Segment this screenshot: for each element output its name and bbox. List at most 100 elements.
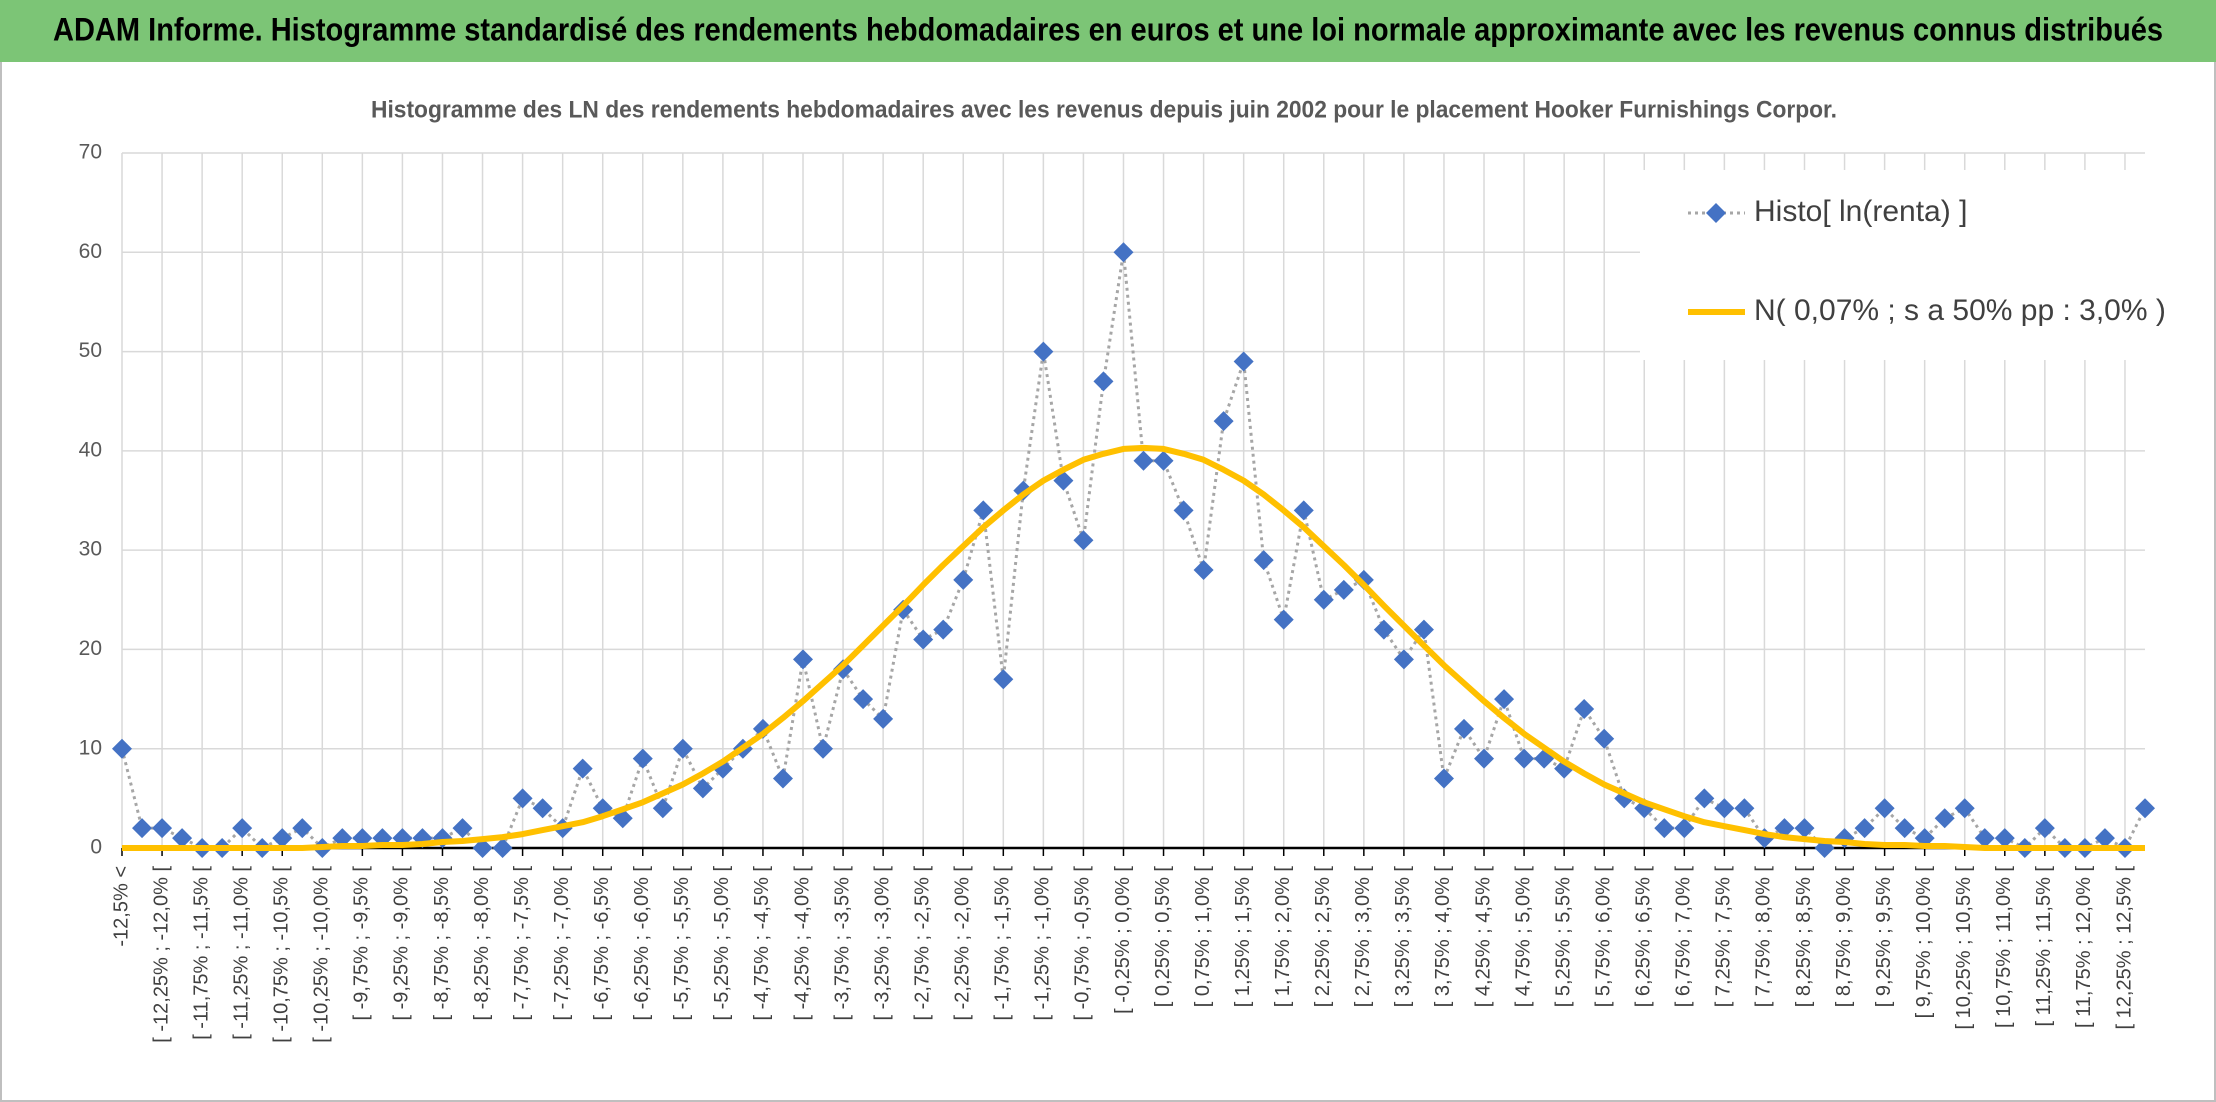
x-tick-label: [ 0,75% ; 1,0% [ [1192,866,1214,1008]
x-tick-label: [ 7,25% ; 7,5% [ [1713,866,1735,1008]
data-point [933,619,954,640]
data-point [1393,649,1414,670]
y-tick-label: 70 [79,141,102,164]
data-point [813,738,834,759]
data-point [1954,798,1975,819]
data-point [1313,589,1334,610]
x-tick-label: [ -7,75% ; -7,5% [ [511,866,533,1021]
legend-box [1640,170,2145,360]
y-tick-label: 0 [90,836,102,859]
data-point [1033,341,1054,362]
data-point [1674,818,1695,839]
data-point [272,828,293,849]
data-point [2094,828,2115,849]
data-point [172,828,193,849]
x-tick-label: [ -0,75% ; -0,5% [ [1072,866,1094,1021]
series-line [122,444,2145,851]
x-tick-label: [ 8,75% ; 9,0% [ [1833,866,1855,1008]
x-tick-label: [ -0,25% ; 0,0% [ [1112,866,1134,1014]
x-tick-label: [ -6,25% ; -6,0% [ [631,866,653,1021]
data-point [853,689,874,710]
data-point [1574,699,1595,719]
data-point [1093,371,1114,392]
data-point [492,838,513,858]
x-tick-label: [ -11,75% ; -11,5% [ [190,866,212,1040]
x-tick-label: [ -7,25% ; -7,0% [ [551,866,573,1021]
x-tick-label: [ -10,75% ; -10,5% [ [271,866,293,1043]
data-point [973,500,994,521]
data-point [512,788,533,809]
legend-label: N( 0,07% ; s a 50% pp : 3,0% ) [1754,294,2166,327]
data-point [993,669,1014,690]
x-tick-label: [ -6,75% ; -6,5% [ [591,866,613,1021]
x-tick-label: [ 4,25% ; 4,5% [ [1472,866,1494,1008]
data-point [1453,718,1474,739]
x-tick-label: [ -8,25% ; -8,0% [ [471,866,493,1021]
data-point [132,818,153,839]
data-point [1193,560,1214,580]
x-tick-label: [ 11,25% ; 11,5% [ [2033,866,2055,1027]
data-point [1233,351,1254,372]
x-tick-label: [ 5,75% ; 6,0% [ [1592,866,1614,1008]
legend-label: Histo[ ln(renta) ] [1754,195,1967,228]
x-tick-label: [ 3,75% ; 4,0% [ [1432,866,1454,1008]
x-tick-label: [ -5,75% ; -5,5% [ [671,866,693,1021]
data-point [292,818,313,839]
data-point [1213,411,1234,432]
data-point [1293,500,1314,521]
data-point [1854,818,1875,839]
y-tick-label: 10 [79,736,102,759]
y-tick-label: 50 [79,339,102,362]
x-tick-label: [ -8,75% ; -8,5% [ [431,866,453,1021]
x-tick-label: [ 2,25% ; 2,5% [ [1312,866,1334,1008]
data-point [672,738,693,759]
x-tick-label: [ 4,75% ; 5,0% [ [1512,866,1534,1008]
data-point [1874,798,1895,819]
data-point [632,748,653,769]
data-point [452,818,473,839]
data-point [1894,818,1915,839]
data-point [1433,768,1454,789]
data-point [1974,828,1995,849]
data-point [1413,619,1434,640]
x-tick-label: [ -5,25% ; -5,0% [ [711,866,733,1021]
legend-marker [1706,203,1726,223]
data-point [572,758,593,779]
x-tick-label: [ -4,25% ; -4,0% [ [791,866,813,1021]
x-tick-label: [ -9,75% ; -9,5% [ [351,866,373,1021]
data-point [2034,818,2055,839]
data-point [1934,808,1955,829]
x-tick-label: [ -11,25% ; -11,0% [ [230,866,252,1040]
x-tick-label: [ -3,25% ; -3,0% [ [871,866,893,1021]
header-bar [0,0,2216,62]
x-tick-label: [ -1,25% ; -1,0% [ [1032,866,1054,1021]
x-tick-label: [ 0,25% ; 0,5% [ [1152,866,1174,1008]
data-point [1253,550,1274,571]
data-point [1173,500,1194,521]
x-tick-label: [ -2,25% ; -2,0% [ [952,866,974,1021]
x-tick-label: [ -9,25% ; -9,0% [ [391,866,413,1021]
data-point [692,778,713,799]
x-tick-label: -12,5% < [110,866,132,947]
y-tick-label: 40 [79,438,102,461]
chart-title: Histogramme des LN des rendements hebdom… [371,96,1837,123]
data-point [232,818,253,839]
x-tick-label: [ 3,25% ; 3,5% [ [1392,866,1414,1008]
x-tick-label: [ -2,75% ; -2,5% [ [911,866,933,1021]
y-tick-label: 30 [79,538,102,561]
data-point [1594,728,1615,749]
y-tick-label: 60 [79,240,102,263]
x-tick-label: [ 7,75% ; 8,0% [ [1753,866,1775,1008]
data-point [1333,579,1354,600]
header-title: ADAM Informe. Histogramme standardisé de… [53,11,2163,47]
x-tick-label: [ -3,75% ; -3,5% [ [831,866,853,1021]
data-point [1694,788,1715,809]
data-point [1153,450,1174,471]
data-point [1373,619,1394,640]
data-point [1474,748,1495,769]
x-tick-label: [ 6,25% ; 6,5% [ [1633,866,1655,1008]
x-tick-label: [ 9,25% ; 9,5% [ [1873,866,1895,1008]
x-tick-label: [ -1,75% ; -1,5% [ [992,866,1014,1021]
data-point [472,838,493,858]
data-point [873,708,894,729]
